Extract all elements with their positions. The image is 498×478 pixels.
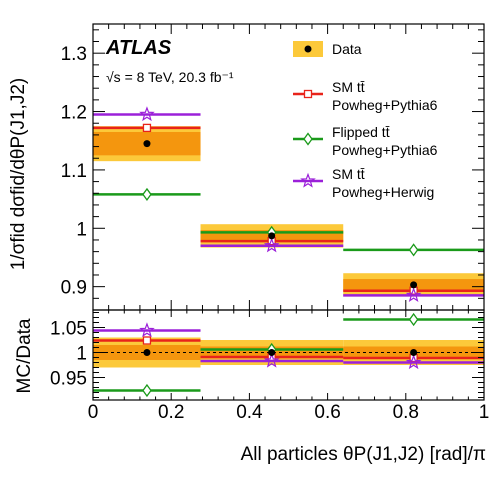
- legend-marker: [304, 45, 312, 53]
- legend-label: Powheg+Herwig: [332, 184, 434, 200]
- tick-labels: 0 0.2 0.4 0.6 0.8 1 0.9 1 1.1 1.2 1.3 0.95 1 1.05: [50, 44, 489, 423]
- ratio-data-points: [143, 349, 418, 356]
- legend-label: SM tt̄: [332, 166, 365, 182]
- legend-label: Powheg+Pythia6: [332, 142, 438, 158]
- data-point: [410, 281, 418, 289]
- x-axis-title: All particles θP(J1,J2) [rad]/π: [241, 444, 486, 465]
- data-point: [268, 232, 276, 240]
- x-tick-label: 0.2: [158, 402, 184, 423]
- legend: Data SM tt̄ Powheg+Pythia6 Flipped tt̄ Powhe…: [293, 41, 438, 200]
- ratio-prediction-marker: [139, 322, 155, 338]
- prediction-marker: [142, 123, 152, 133]
- ratio-data-point: [268, 349, 276, 356]
- energy-label: √s = 8 TeV, 20.3 fb⁻¹: [106, 69, 234, 85]
- legend-marker: [300, 172, 316, 188]
- panel-frames: [92, 23, 485, 401]
- y-tick-label: 1.2: [61, 103, 87, 124]
- legend-entry: Flipped tt̄ Powheg+Pythia6: [293, 124, 438, 158]
- x-tick-label: 1: [479, 402, 490, 423]
- ratio-prediction-marker: [142, 383, 152, 398]
- legend-label: Powheg+Pythia6: [332, 97, 438, 113]
- ratio-prediction-marker: [408, 312, 419, 327]
- legend-entry: SM tt̄ Powheg+Pythia6: [293, 79, 438, 113]
- ratio-y-tick-label: 0.95: [50, 369, 87, 390]
- top-frame: [92, 23, 485, 311]
- prediction-marker: [263, 237, 280, 253]
- legend-label: Flipped tt̄: [332, 124, 390, 140]
- ratio-frame: [92, 309, 485, 401]
- top-data-points: [143, 140, 418, 289]
- x-tick-label: 0: [88, 402, 99, 423]
- x-tick-label: 0.6: [314, 402, 340, 423]
- ratio-prediction-marker: [142, 336, 152, 345]
- legend-entry: Data: [293, 41, 362, 57]
- x-tick-label: 0.8: [393, 402, 419, 423]
- prediction-marker: [408, 243, 419, 257]
- ratio-data-point: [143, 349, 151, 356]
- prediction-marker: [139, 106, 155, 122]
- ratio-y-tick-label: 1: [76, 344, 87, 365]
- y-tick-label: 1.3: [61, 44, 87, 65]
- y-axis-title-bottom: MC/Data: [14, 318, 35, 393]
- ratio-prediction-marker: [405, 354, 422, 370]
- prediction-marker: [142, 187, 152, 202]
- legend-label: Data: [332, 41, 362, 57]
- y-tick-label: 1.1: [61, 161, 87, 182]
- ratio-data-point: [410, 349, 418, 356]
- legend-marker: [303, 89, 313, 99]
- ratio-prediction-marker: [263, 352, 280, 368]
- axis-ticks: [92, 24, 485, 400]
- legend-entry: SM tt̄ Powheg+Herwig: [293, 166, 434, 200]
- x-tick-label: 0.4: [236, 402, 263, 423]
- y-tick-label: 0.9: [61, 278, 87, 299]
- atlas-label: ATLAS: [105, 37, 172, 59]
- data-point: [143, 140, 151, 148]
- y-tick-label: 1: [76, 219, 87, 240]
- legend-marker: [303, 132, 313, 146]
- prediction-marker: [405, 287, 422, 303]
- ratio-y-tick-label: 1.05: [50, 319, 87, 340]
- top-prediction-lines: [93, 106, 484, 303]
- legend-label: SM tt̄: [332, 79, 365, 95]
- y-axis-title-top: 1/σfid dσfid/dθP(J1,J2): [8, 78, 29, 270]
